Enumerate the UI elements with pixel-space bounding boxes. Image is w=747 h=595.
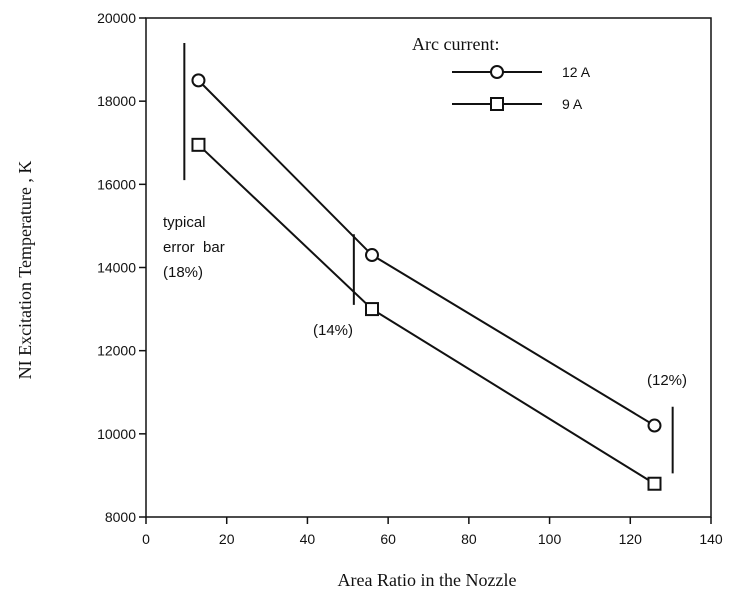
y-tick-label: 20000 <box>97 10 136 26</box>
legend-marker-12a <box>490 65 504 79</box>
y-tick-label: 12000 <box>97 343 136 359</box>
x-tick-label: 0 <box>142 531 150 547</box>
point-series-0 <box>647 418 662 433</box>
y-tick-label: 8000 <box>105 509 136 525</box>
x-tick-label: 80 <box>461 531 477 547</box>
note-12-percent: (12%) <box>647 372 687 389</box>
point-series-1 <box>191 137 206 152</box>
x-tick-label: 120 <box>619 531 643 547</box>
note-error-bar: error bar <box>163 239 225 256</box>
x-tick-label: 20 <box>219 531 235 547</box>
legend: Arc current: 12 A 9 A <box>412 34 591 112</box>
y-axis-title: NI Excitation Temperature , K <box>15 161 35 380</box>
legend-label-12a: 12 A <box>562 64 591 80</box>
x-tick-label: 60 <box>380 531 396 547</box>
y-tick-label: 10000 <box>97 426 136 442</box>
series-line-1 <box>197 144 656 485</box>
legend-label-9a: 9 A <box>562 96 583 112</box>
note-14-percent: (14%) <box>313 322 353 339</box>
y-tick-label: 14000 <box>97 260 136 276</box>
series-line-0 <box>197 79 656 427</box>
legend-title: Arc current: <box>412 34 499 54</box>
point-series-0 <box>191 73 206 88</box>
y-tick-label: 18000 <box>97 93 136 109</box>
point-series-0 <box>365 248 379 263</box>
note-18-percent: (18%) <box>163 264 203 281</box>
error-bar-notes: typical error bar (18%) (14%) (12%) <box>163 214 687 389</box>
x-tick-label: 140 <box>699 531 723 547</box>
y-tick-label: 16000 <box>97 176 136 192</box>
point-series-1 <box>365 302 379 317</box>
plot-area <box>183 42 674 491</box>
x-tick-label: 100 <box>538 531 562 547</box>
x-axis-title: Area Ratio in the Nozzle <box>338 570 517 590</box>
x-tick-label: 40 <box>300 531 316 547</box>
point-series-1 <box>647 476 662 491</box>
legend-marker-9a <box>490 97 504 111</box>
note-typical: typical <box>163 214 206 231</box>
axes: 0 20 40 60 80 100 120 140 8000 10000 12000 14000 160… <box>97 10 723 547</box>
plot-frame <box>145 17 712 518</box>
